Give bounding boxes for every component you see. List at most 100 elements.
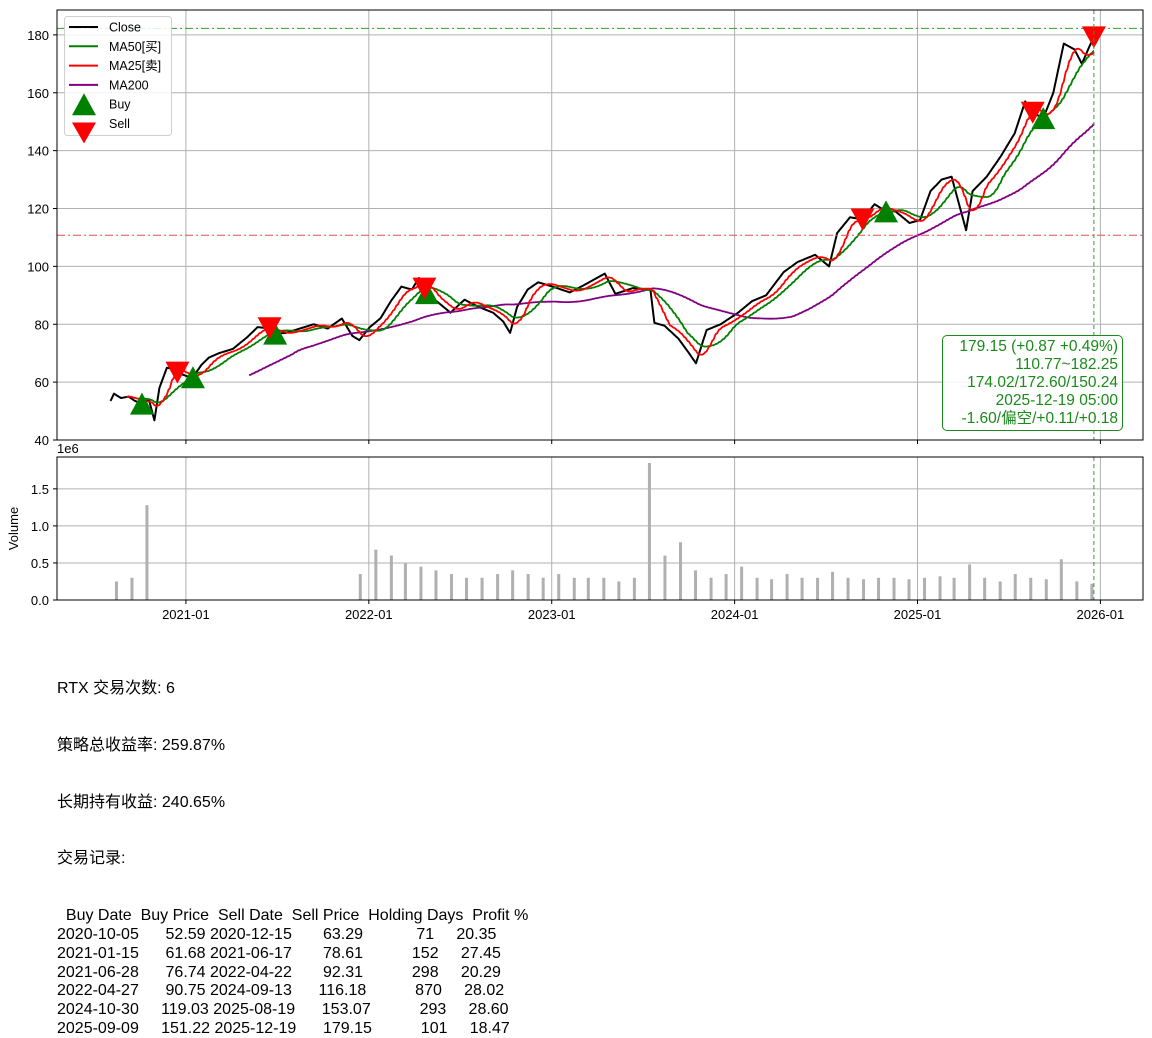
y-tick-label: 140 (27, 144, 49, 159)
hold-return: 长期持有收益: 240.65% (57, 793, 226, 811)
trade-table-row: 2021-01-15 61.68 2021-06-17 78.61 152 27… (57, 944, 501, 962)
volume-bar (755, 577, 759, 600)
volume-bar (389, 555, 393, 600)
x-tick-label: 2024-01 (711, 607, 759, 622)
volume-bar (145, 505, 149, 600)
legend-label: MA25[卖] (109, 59, 161, 73)
volume-bar (130, 577, 134, 600)
volume-bar (694, 570, 698, 600)
y-tick-label: 60 (35, 375, 49, 390)
trade-table-row: 2020-10-05 52.59 2020-12-15 63.29 71 20.… (57, 925, 497, 943)
volume-y-tick-label: 0.5 (31, 556, 49, 571)
volume-bar (831, 571, 835, 600)
volume-bar (374, 549, 378, 600)
legend-label: Close (109, 21, 141, 35)
sell-marker (1020, 101, 1045, 124)
sell-marker (850, 208, 875, 231)
volume-bar (450, 574, 454, 600)
buy-marker (180, 366, 205, 389)
volume-bar (740, 566, 744, 600)
volume-bar (1013, 574, 1017, 600)
trade-table-row: 2024-10-30 119.03 2025-08-19 153.07 293 … (57, 1001, 509, 1019)
volume-bar (770, 579, 774, 600)
volume-bar (1029, 577, 1033, 600)
legend-buy-icon (72, 93, 96, 116)
y-tick-label: 100 (27, 259, 49, 274)
x-tick-label: 2022-01 (345, 607, 393, 622)
stock-chart-figure: 2021-01 2022-01 2023-01 2024-01 2025-01 2026-… (6, 9, 1144, 622)
volume-offset-label: 1e6 (57, 441, 79, 456)
volume-bar (586, 577, 590, 600)
trade-count: RTX 交易次数: 6 (57, 680, 175, 697)
volume-bar (816, 577, 820, 600)
volume-bar (1075, 581, 1079, 600)
volume-bar (892, 577, 896, 600)
volume-axis-label: Volume (6, 507, 21, 550)
buy-marker (129, 392, 154, 415)
y-tick-label: 80 (35, 317, 49, 332)
legend-label: MA200 (109, 78, 149, 92)
trade-table-row: 2021-06-28 76.74 2022-04-22 92.31 298 20… (57, 963, 501, 981)
volume-bar (511, 570, 515, 600)
volume-bar (1090, 583, 1094, 600)
volume-bar (434, 570, 438, 600)
y-tick-label: 120 (27, 202, 49, 217)
volume-bar (877, 577, 881, 600)
trade-table: Buy Date Buy Price Sell Date Sell Price … (57, 906, 529, 1037)
buy-marker (1031, 107, 1056, 130)
volume-y-tick-label: 1.0 (31, 519, 49, 534)
price-series (57, 26, 1143, 422)
volume-bar (907, 579, 911, 600)
legend-sell-icon (72, 122, 96, 144)
volume-bar (938, 576, 942, 600)
volume-bar (358, 574, 362, 600)
volume-bar (480, 577, 484, 600)
sell-marker (257, 317, 282, 340)
volume-bar (496, 574, 500, 600)
volume-bar (541, 577, 545, 600)
volume-bar (678, 542, 682, 600)
legend-label: MA50[买] (109, 40, 161, 54)
annotation-line-time: 2025-12-19 05:00 (995, 392, 1118, 409)
legend-label: Buy (109, 98, 131, 112)
x-tick-label: 2026-01 (1077, 607, 1125, 622)
volume-bar (617, 581, 621, 600)
backtest-summary: RTX 交易次数: 6 策略总收益率: 259.87% 长期持有收益: 240.… (57, 641, 529, 1037)
sell-marker (1081, 26, 1106, 49)
volume-bar (1059, 559, 1063, 600)
volume-bar (785, 574, 789, 600)
volume-bar (572, 577, 576, 600)
volume-bar (602, 577, 606, 600)
volume-bar (465, 577, 469, 600)
volume-bar (632, 577, 636, 600)
y-tick-label: 180 (27, 28, 49, 43)
legend-label: Sell (109, 117, 130, 131)
x-tick-label: 2025-01 (894, 607, 942, 622)
ma200-line (248, 123, 1095, 376)
volume-bar (862, 579, 866, 600)
annotation-line-price: 179.15 (+0.87 +0.49%) (959, 338, 1118, 355)
volume-bar (846, 577, 850, 600)
price-info-annotation: 179.15 (+0.87 +0.49%) 110.77~182.25 174.… (942, 335, 1123, 431)
y-tick-label: 40 (35, 433, 49, 448)
volume-bar (419, 566, 423, 600)
volume-bar (998, 581, 1002, 600)
volume-bar (1044, 579, 1048, 600)
x-tick-label: 2023-01 (528, 607, 576, 622)
sell-marker (412, 277, 437, 300)
annotation-line-signal: -1.60/偏空/+0.11/+0.18 (961, 410, 1118, 427)
annotation-line-mas: 174.02/172.60/150.24 (967, 374, 1118, 391)
trade-table-row: 2022-04-27 90.75 2024-09-13 116.18 870 2… (57, 982, 505, 1000)
price-axes-frame (56, 9, 1144, 441)
volume-bar (403, 562, 407, 600)
volume-bar (557, 574, 561, 600)
volume-bar (952, 577, 956, 600)
ma50-line (144, 49, 1095, 404)
x-tick-label: 2021-01 (162, 607, 210, 622)
volume-axes-frame (56, 456, 1144, 601)
trade-table-header: Buy Date Buy Price Sell Date Sell Price … (57, 907, 529, 925)
volume-bar (709, 577, 713, 600)
volume-bar (114, 581, 118, 600)
annotation-line-range: 110.77~182.25 (1015, 356, 1118, 373)
records-title: 交易记录: (57, 850, 126, 868)
